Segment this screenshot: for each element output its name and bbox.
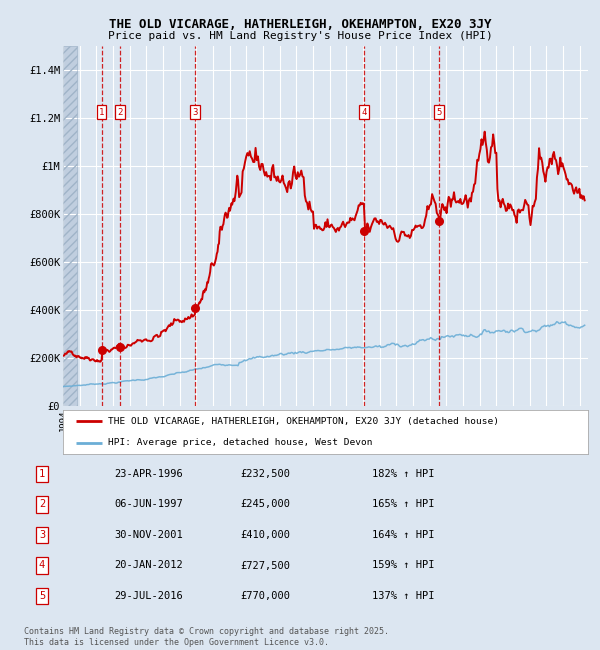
Text: 06-JUN-1997: 06-JUN-1997	[114, 499, 183, 510]
Bar	[63, 46, 77, 406]
Text: 165% ↑ HPI: 165% ↑ HPI	[372, 499, 434, 510]
Text: 1: 1	[99, 108, 104, 117]
Text: 5: 5	[39, 591, 45, 601]
Text: 23-APR-1996: 23-APR-1996	[114, 469, 183, 479]
Text: THE OLD VICARAGE, HATHERLEIGH, OKEHAMPTON, EX20 3JY (detached house): THE OLD VICARAGE, HATHERLEIGH, OKEHAMPTO…	[107, 417, 499, 426]
Text: 182% ↑ HPI: 182% ↑ HPI	[372, 469, 434, 479]
Text: 5: 5	[436, 108, 442, 117]
Text: £245,000: £245,000	[240, 499, 290, 510]
Bar	[63, 46, 77, 406]
Text: Price paid vs. HM Land Registry's House Price Index (HPI): Price paid vs. HM Land Registry's House …	[107, 31, 493, 41]
Text: 29-JUL-2016: 29-JUL-2016	[114, 591, 183, 601]
Text: 4: 4	[39, 560, 45, 571]
Text: 3: 3	[39, 530, 45, 540]
Text: 2: 2	[118, 108, 123, 117]
Text: Contains HM Land Registry data © Crown copyright and database right 2025.
This d: Contains HM Land Registry data © Crown c…	[24, 627, 389, 647]
Text: 2: 2	[39, 499, 45, 510]
Text: 1: 1	[39, 469, 45, 479]
Text: 159% ↑ HPI: 159% ↑ HPI	[372, 560, 434, 571]
Text: 4: 4	[361, 108, 367, 117]
Text: £410,000: £410,000	[240, 530, 290, 540]
Text: £770,000: £770,000	[240, 591, 290, 601]
Text: £232,500: £232,500	[240, 469, 290, 479]
Text: 20-JAN-2012: 20-JAN-2012	[114, 560, 183, 571]
Text: HPI: Average price, detached house, West Devon: HPI: Average price, detached house, West…	[107, 438, 372, 447]
Text: THE OLD VICARAGE, HATHERLEIGH, OKEHAMPTON, EX20 3JY: THE OLD VICARAGE, HATHERLEIGH, OKEHAMPTO…	[109, 18, 491, 31]
Text: 137% ↑ HPI: 137% ↑ HPI	[372, 591, 434, 601]
Text: 164% ↑ HPI: 164% ↑ HPI	[372, 530, 434, 540]
Text: 30-NOV-2001: 30-NOV-2001	[114, 530, 183, 540]
Text: £727,500: £727,500	[240, 560, 290, 571]
Text: 3: 3	[192, 108, 197, 117]
